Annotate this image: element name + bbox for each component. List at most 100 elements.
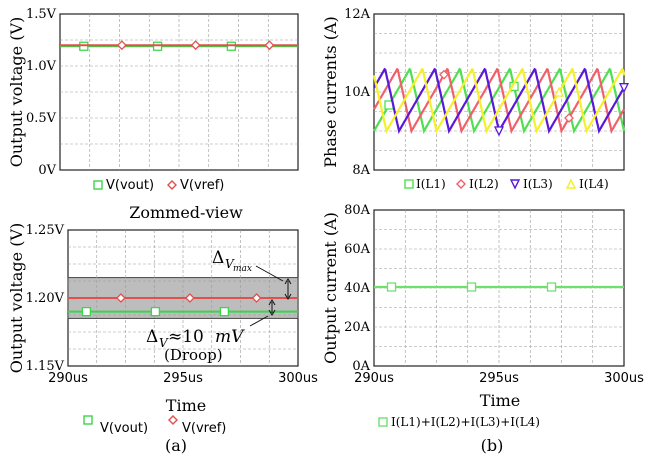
x-tick-label: 295us [479,371,519,386]
data-point-V(vout) [226,41,237,51]
series-line-I(L4) [372,67,626,135]
legend-label-sum: I(L1)+I(L2)+I(L3)+I(L4) [391,415,540,429]
series-line-I(L2) [373,67,625,135]
y-tick-label: 8A [352,163,370,178]
x-tick-label: 290us [48,371,88,386]
data-point-I(L1)+I(L2)+I(L3)+I(L4) [466,282,477,292]
legend-label-vref: V(vref) [180,178,224,193]
data-point-V(vout) [150,306,161,317]
legend-marker-l3 [509,179,521,190]
x-tick-label: 300us [278,371,318,386]
legend-label-l4: I(L4) [579,177,609,191]
annotation-dv-max-subsub: max [233,264,252,274]
legend: I(L1) I(L2) I(L3) I(L4) [404,177,609,191]
data-point-V(vref) [264,40,275,51]
chart-b-bottom: 0A 20A 40A 60A 80A 290us 295us 300us Output cu… [321,203,644,455]
legend-label-l1: I(L1) [416,177,446,191]
annotation-droop: (Droop) [164,346,223,364]
y-axis-label: Phase currents (A) [321,16,340,167]
y-tick-labels: 8A 10A 12A [344,7,371,178]
series-group [374,282,624,292]
y-axis-label: Output voltage (V) [7,223,26,374]
legend-marker-l2 [456,179,466,189]
y-tick-label: 60A [344,242,371,257]
legend: V(vout) V(vref) [93,178,224,193]
x-tick-labels: 290us 295us 300us [354,371,644,386]
y-axis-label: Output voltage (V) [7,17,26,168]
panel-label-b: (b) [481,436,504,455]
data-point-V(vref) [116,40,127,51]
data-point-I(L2) [564,113,574,123]
legend-label-vout: V(vout) [106,178,154,193]
data-point-V(vout) [219,306,230,317]
y-tick-label: 40A [344,281,371,296]
annotation-dv-max-base: Δ [212,248,224,268]
y-tick-label: 1.25V [26,223,65,238]
chart-a-top: 0V 0.5V 1.0V 1.5V Output voltage (V) V(vout… [7,7,299,193]
annotation-dv-rest: ≈10 [168,327,204,347]
data-point-I(L3) [493,126,505,137]
x-axis-label: Time [166,396,206,415]
annotation-dv-droop: Δ V ≈10 mV (Droop) [146,299,276,364]
y-tick-labels: 0A 20A 40A 60A 80A [344,203,371,374]
chart-b-top: 8A 10A 12A Phase currents (A) I(L1) I(L2) … [321,7,630,191]
y-tick-label: 1.0V [26,59,57,74]
annotation-dv-max: Δ V max [212,248,292,300]
data-point-I(L1)+I(L2)+I(L3)+I(L4) [546,282,557,292]
y-tick-label: 1.20V [26,291,65,306]
annotation-dv-max-sub: V [225,257,235,271]
x-tick-label: 290us [354,371,394,386]
annotation-dv-sub: V [159,336,169,350]
legend-marker-vref [168,415,178,425]
legend-label-l2: I(L2) [469,177,499,191]
legend: V(vout) V(vref) [83,415,226,436]
x-axis-label: Time [480,391,520,410]
chart-title: Zommed-view [129,203,243,222]
x-tick-label: 295us [163,371,203,386]
data-point-V(vref) [190,40,201,51]
data-point-V(vout) [152,41,163,51]
data-point-I(L2) [439,69,449,80]
y-tick-labels: 1.15V 1.20V 1.25V [26,223,65,374]
legend-label-vout: V(vout) [100,421,148,436]
y-tick-label: 0.5V [26,111,57,126]
data-point-V(vref) [184,293,195,303]
data-point-I(L4) [553,86,565,97]
legend: I(L1)+I(L2)+I(L3)+I(L4) [378,415,540,429]
series-group [372,67,630,137]
legend-marker-l4 [565,178,577,189]
grid [374,14,624,170]
series-group [60,40,298,51]
y-tick-label: 10A [344,85,371,100]
y-tick-label: 0A [352,359,370,374]
legend-marker-vout [93,180,103,190]
chart-a-bottom: Zommed-view 1.15V 1.20V 1.25V 290us 295us 30… [7,203,318,455]
legend-label-l3: I(L3) [523,177,553,191]
data-point-I(L3) [618,83,630,94]
x-tick-label: 300us [604,371,644,386]
data-point-V(vref) [115,293,126,303]
y-axis-label: Output current (A) [321,212,340,364]
panel-label-a: (a) [165,436,187,455]
series-group [68,293,298,317]
legend-marker-l1 [404,179,414,189]
data-point-V(vout) [81,306,92,317]
y-tick-label: 20A [344,320,371,335]
data-point-I(L1)+I(L2)+I(L3)+I(L4) [386,282,397,292]
y-tick-label: 0V [38,163,56,178]
grid [60,14,298,170]
y-tick-labels: 0V 0.5V 1.0V 1.5V [26,7,57,178]
y-tick-label: 1.5V [26,7,57,22]
annotation-dv-unit: mV [215,327,245,347]
data-point-V(vout) [79,41,89,51]
legend-marker-vref [167,180,177,190]
legend-marker-vout [83,415,93,425]
y-tick-label: 12A [344,7,371,22]
x-tick-labels: 290us 295us 300us [48,371,318,386]
legend-label-vref: V(vref) [182,421,226,436]
y-tick-label: 80A [344,203,371,218]
y-tick-label: 1.15V [26,359,65,374]
legend-marker-sum [378,417,388,427]
annotation-dv-base: Δ [146,327,158,347]
